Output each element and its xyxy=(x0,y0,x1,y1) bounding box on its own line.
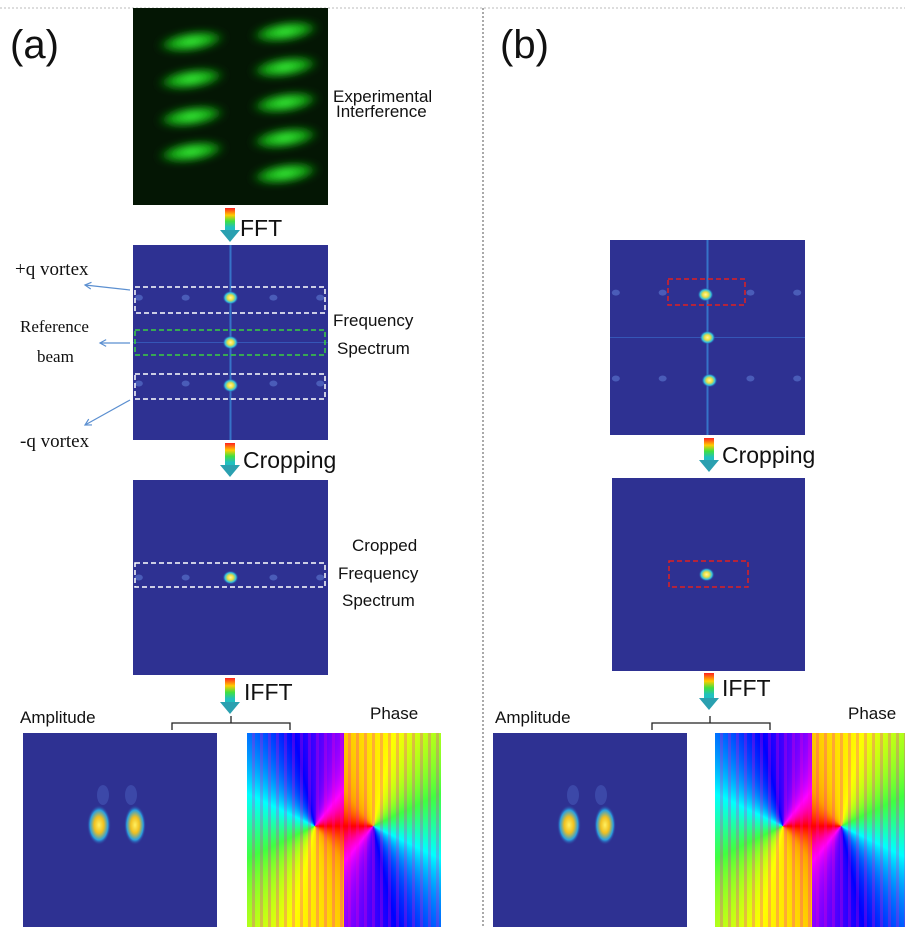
step-label: IFFT xyxy=(244,679,293,705)
faint-spot xyxy=(269,380,277,386)
step-arrow-head xyxy=(699,698,719,710)
step-arrow-head xyxy=(220,465,240,477)
label: Frequency xyxy=(333,311,414,330)
step-arrow xyxy=(704,673,714,700)
step-arrow xyxy=(225,208,235,232)
faint-spot xyxy=(269,575,277,581)
step-arrow xyxy=(225,443,235,467)
step-arrow-head xyxy=(220,230,240,242)
phase-image xyxy=(247,733,441,927)
bracket xyxy=(652,716,770,730)
amplitude-lobe xyxy=(557,805,581,845)
faint-spot xyxy=(612,375,620,381)
amplitude-faint xyxy=(97,785,109,805)
step-arrow-head xyxy=(699,460,719,472)
spot xyxy=(699,568,715,582)
step-arrow xyxy=(225,678,235,704)
label: Cropped xyxy=(352,536,417,555)
label: +q vortex xyxy=(15,259,89,280)
panel-label: (a) xyxy=(10,23,59,67)
faint-spot xyxy=(182,575,190,581)
phase-map xyxy=(715,733,905,927)
faint-spot xyxy=(746,290,754,296)
faint-spot xyxy=(182,295,190,301)
page: (a) (b) Experimental Interference FFT +q… xyxy=(0,0,905,927)
label: Phase xyxy=(370,704,418,723)
spot xyxy=(223,378,239,392)
faint-spot xyxy=(316,575,324,581)
spot xyxy=(700,331,716,345)
amplitude-faint xyxy=(567,785,579,805)
faint-spot xyxy=(135,380,143,386)
pointer xyxy=(85,400,130,425)
step-label: IFFT xyxy=(722,675,771,701)
faint-spot xyxy=(316,380,324,386)
phase-stripes xyxy=(715,733,905,927)
label: Spectrum xyxy=(342,591,415,610)
step-label: FFT xyxy=(240,215,282,241)
phase-image xyxy=(715,733,905,927)
label: Interference xyxy=(336,102,427,121)
amplitude-lobe xyxy=(594,805,616,845)
faint-spot xyxy=(659,290,667,296)
faint-spot xyxy=(135,575,143,581)
figure: (a) (b) Experimental Interference FFT +q… xyxy=(0,0,905,927)
step-arrow xyxy=(704,438,714,462)
label: Amplitude xyxy=(495,708,571,727)
faint-spot xyxy=(793,375,801,381)
phase-stripes xyxy=(247,733,441,927)
amplitude-lobe xyxy=(87,805,111,845)
faint-spot xyxy=(182,380,190,386)
faint-spot xyxy=(793,290,801,296)
spot xyxy=(701,373,717,387)
label: beam xyxy=(37,347,74,366)
amplitude-faint xyxy=(125,785,137,805)
amplitude-image xyxy=(23,733,217,927)
bracket xyxy=(172,716,290,730)
amplitude-lobe xyxy=(124,805,146,845)
label: Phase xyxy=(848,704,896,723)
step-label: Cropping xyxy=(722,442,815,468)
amplitude-faint xyxy=(595,785,607,805)
faint-spot xyxy=(135,295,143,301)
spot xyxy=(223,336,239,350)
step-label: Cropping xyxy=(243,447,336,473)
faint-spot xyxy=(746,375,754,381)
label: Amplitude xyxy=(20,708,96,727)
label: Frequency xyxy=(338,564,419,583)
phase-map xyxy=(247,733,441,927)
spot xyxy=(698,288,714,302)
label: -q vortex xyxy=(20,431,90,452)
faint-spot xyxy=(269,295,277,301)
spot xyxy=(223,571,239,585)
step-arrow-head xyxy=(220,702,240,714)
faint-spot xyxy=(316,295,324,301)
amplitude-image xyxy=(493,733,687,927)
label: Reference xyxy=(20,317,89,336)
faint-spot xyxy=(612,290,620,296)
spot xyxy=(223,291,239,305)
faint-spot xyxy=(659,375,667,381)
pointer xyxy=(85,285,130,290)
panel-label: (b) xyxy=(500,23,549,67)
label: Spectrum xyxy=(337,339,410,358)
